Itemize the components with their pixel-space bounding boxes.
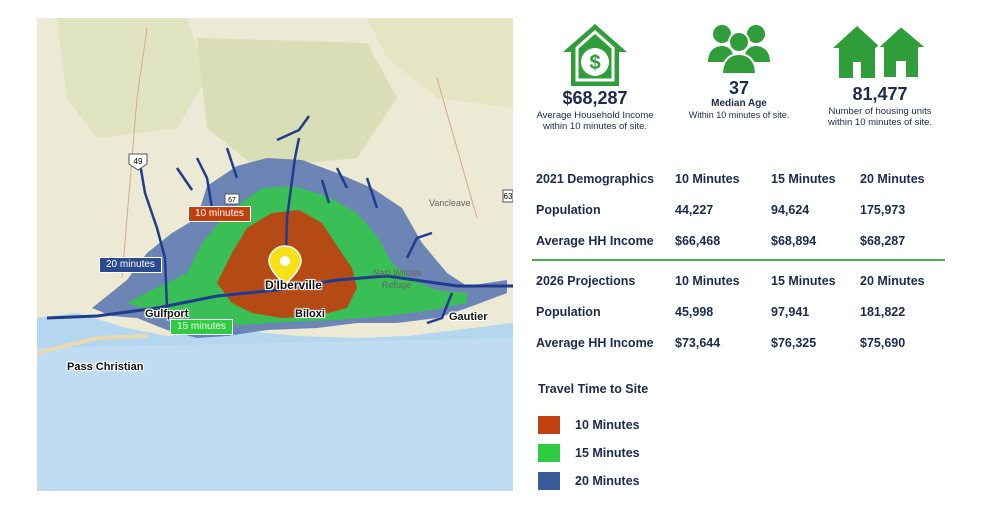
legend-swatch	[538, 472, 560, 490]
table-row: Population 45,998 97,941 181,822	[536, 296, 940, 327]
city-label-biloxi: Biloxi	[295, 308, 325, 320]
stat-housing-units-label2: within 10 minutes of site.	[827, 117, 933, 128]
forest-area	[197, 38, 397, 168]
road-minor	[436, 77, 478, 219]
hwy-63-shield: 63	[502, 189, 513, 203]
forest-area	[57, 18, 207, 138]
table-cell: $76,325	[771, 335, 817, 350]
table-cell: 44,227	[675, 202, 714, 217]
table-header-cell: 10 Minutes	[675, 273, 740, 288]
legend-label: 20 Minutes	[575, 474, 640, 488]
hwy-49-shield: 49	[128, 153, 148, 171]
table-cell: Population	[536, 304, 601, 319]
hwy-49-label: 49	[134, 157, 143, 166]
site-pin-icon[interactable]	[268, 245, 302, 285]
interstate-10	[46, 274, 513, 320]
hwy-67-shield: 67	[224, 193, 240, 205]
table-header-cell: 10 Minutes	[675, 171, 740, 186]
table-header-cell: 15 Minutes	[771, 171, 836, 186]
stat-housing-units-label1: Number of housing units	[828, 106, 932, 117]
legend-swatch	[538, 444, 560, 462]
table-header-row: 2026 Projections 10 Minutes 15 Minutes 2…	[536, 265, 940, 296]
table-header-row: 2021 Demographics 10 Minutes 15 Minutes …	[536, 163, 940, 194]
table-header-cell: 20 Minutes	[860, 273, 925, 288]
houses-icon	[833, 24, 927, 78]
highway-49	[137, 157, 169, 309]
legend-label: 10 Minutes	[575, 418, 640, 432]
place-label-vancleave: Vancleave	[429, 198, 471, 208]
stat-median-age-label2: Within 10 minutes of site.	[688, 110, 790, 120]
svg-text:$: $	[589, 52, 600, 74]
demographics-2021-table: 2021 Demographics 10 Minutes 15 Minutes …	[536, 163, 940, 256]
people-group-icon	[708, 25, 770, 74]
table-cell: $68,894	[771, 233, 817, 248]
legend-title: Travel Time to Site	[538, 382, 649, 396]
table-cell: $75,690	[860, 335, 906, 350]
table-cell: 45,998	[675, 304, 714, 319]
legend-swatch	[538, 416, 560, 434]
table-row: Average HH Income $66,468 $68,894 $68,28…	[536, 225, 940, 256]
legend-item-15-minutes: 15 Minutes	[538, 443, 640, 463]
stat-avg-income-label1: Average Household Income	[536, 110, 654, 121]
table-cell: 97,941	[771, 304, 810, 319]
table-cell: 175,973	[860, 202, 906, 217]
road-branches	[405, 231, 454, 325]
table-header-cell: 2021 Demographics	[536, 171, 655, 186]
house-dollar-icon: $	[563, 24, 627, 86]
table-cell: $73,644	[675, 335, 721, 350]
section-divider	[532, 259, 945, 261]
zone-label-10-minutes: 10 minutes	[188, 206, 251, 222]
table-cell: 94,624	[771, 202, 810, 217]
gulf-water-deep	[37, 338, 513, 491]
stat-median-age-value: 37	[728, 78, 750, 98]
road-branches	[175, 147, 379, 209]
stat-housing-units-value: 81,477	[852, 84, 908, 104]
legend-label: 15 Minutes	[575, 446, 640, 460]
shoreline	[37, 334, 148, 355]
table-cell: $68,287	[860, 233, 906, 248]
hwy-67-label: 67	[228, 197, 236, 204]
city-label-gulfport: Gulfport	[145, 308, 189, 320]
table-header-cell: 15 Minutes	[771, 273, 836, 288]
stat-avg-income-value: $68,287	[562, 88, 628, 108]
table-cell: Average HH Income	[536, 233, 654, 248]
table-cell: $66,468	[675, 233, 721, 248]
zone-label-20-minutes: 20 minutes	[99, 257, 162, 273]
city-label-diberville: D'Iberville	[265, 278, 322, 292]
table-cell: Average HH Income	[536, 335, 654, 350]
zone-label-15-minutes: 15 minutes	[170, 319, 233, 335]
hwy-63-label: 63	[504, 192, 513, 201]
table-header-cell: 20 Minutes	[860, 171, 925, 186]
forest-area	[367, 18, 513, 108]
projections-2026-table: 2026 Projections 10 Minutes 15 Minutes 2…	[536, 265, 940, 358]
stat-median-age: 37 Median Age Within 10 minutes of site.	[676, 20, 802, 121]
stat-avg-income-label2: within 10 minutes of site.	[542, 121, 648, 132]
table-header-cell: 2026 Projections	[536, 273, 636, 288]
table-row: Average HH Income $73,644 $76,325 $75,69…	[536, 327, 940, 358]
place-label-wildlife: Nat'l Wildlife	[373, 268, 423, 278]
stat-housing-units: 81,477 Number of housing units within 10…	[814, 24, 946, 128]
map-canvas: 49 63 67	[37, 18, 513, 491]
stat-avg-income: $ $68,287 Average Household Income withi…	[530, 22, 660, 132]
legend-item-10-minutes: 10 Minutes	[538, 415, 640, 435]
isochrone-map[interactable]: 49 63 67 10 minutes 20 minutes 15 minute…	[37, 18, 513, 491]
place-label-refuge: Refuge	[382, 280, 412, 290]
legend-item-20-minutes: 20 Minutes	[538, 471, 640, 491]
table-cell: 181,822	[860, 304, 906, 319]
stat-median-age-label1: Median Age	[711, 98, 767, 109]
city-label-pass-christian: Pass Christian	[67, 361, 144, 373]
table-cell: Population	[536, 202, 601, 217]
table-row: Population 44,227 94,624 175,973	[536, 194, 940, 225]
road-branch	[276, 115, 311, 142]
city-label-gautier: Gautier	[449, 311, 488, 323]
